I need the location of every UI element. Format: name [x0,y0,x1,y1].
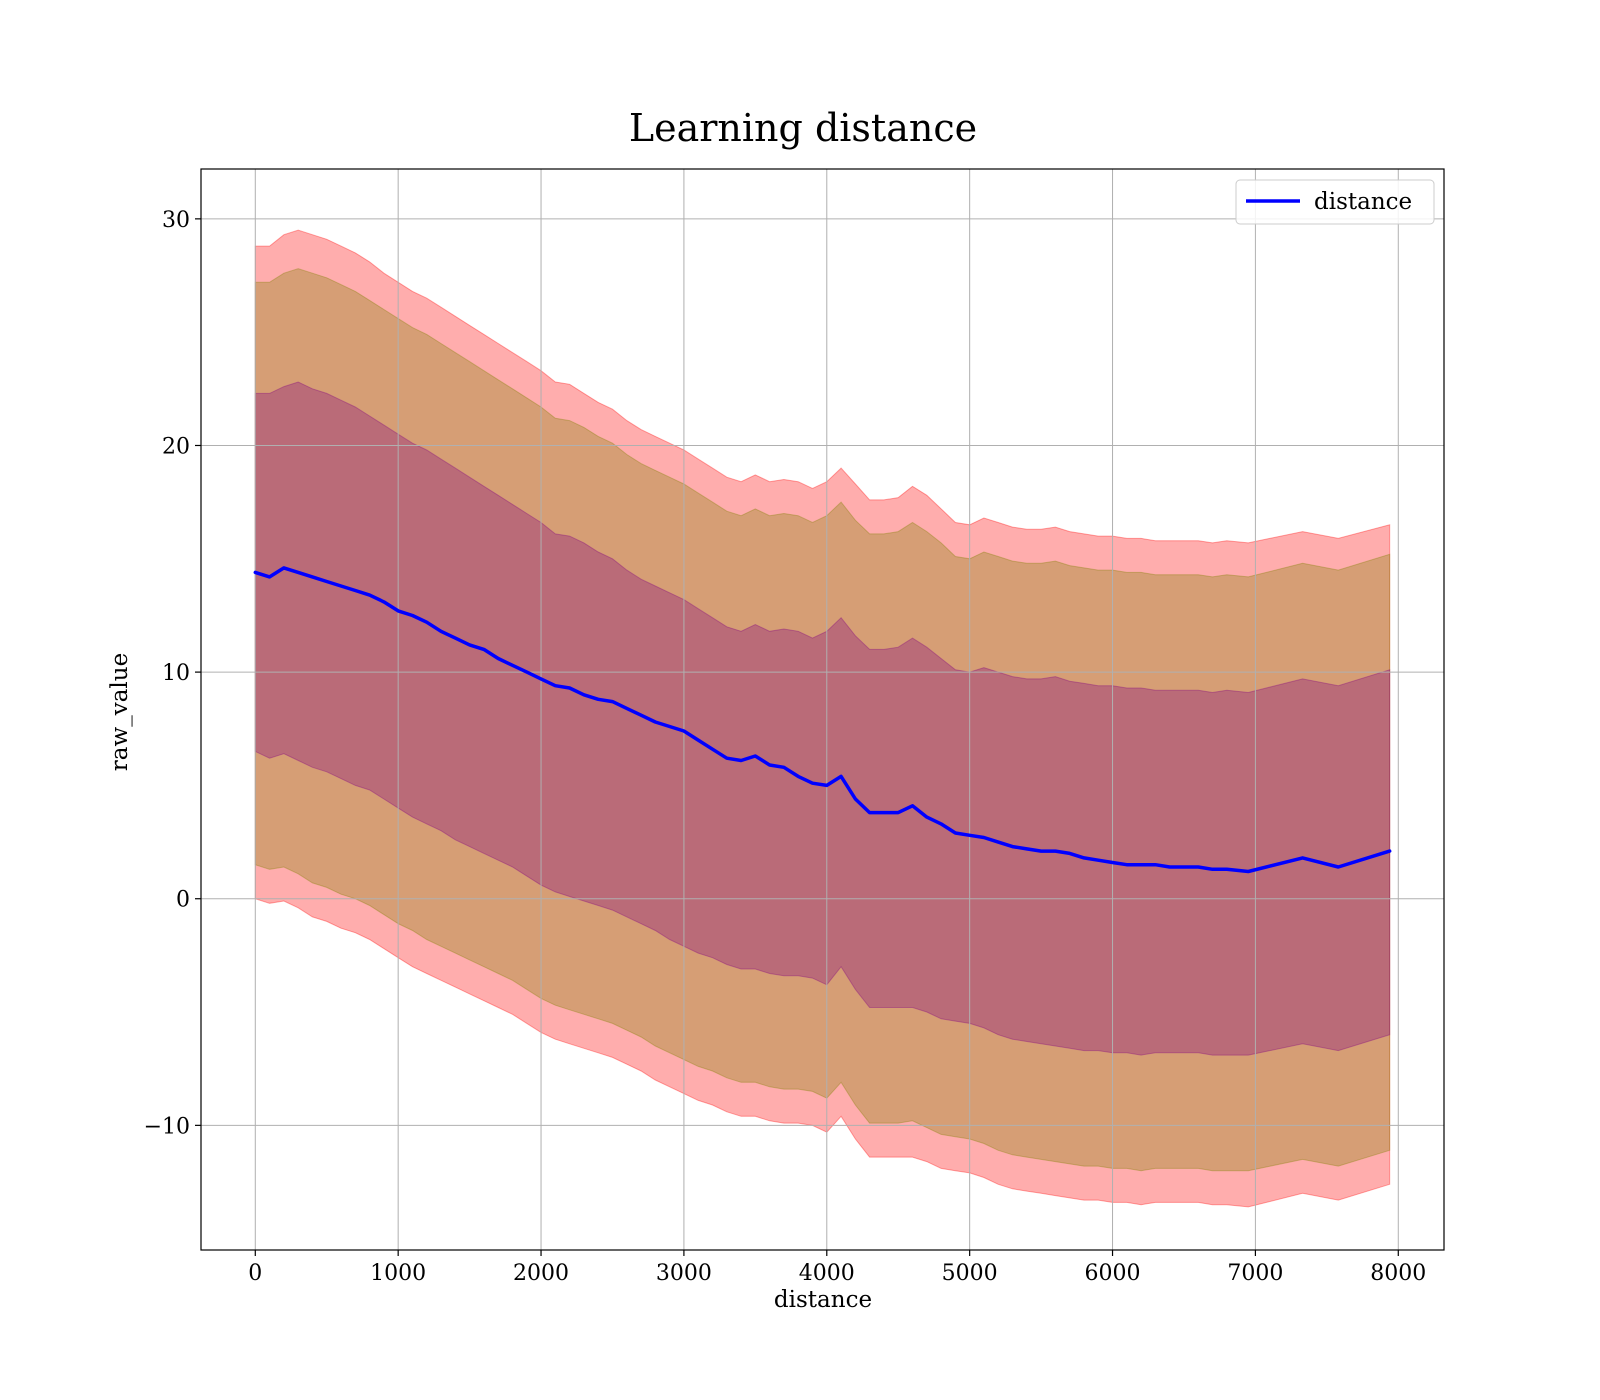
y-tick-label: −10 [144,1114,190,1139]
x-tick-label: 7000 [1227,1261,1283,1286]
y-tick-label: 30 [162,208,190,233]
x-tick-label: 5000 [942,1261,998,1286]
chart-title: Learning distance [629,106,977,150]
confidence-bands [254,229,1391,1208]
band-inner [254,381,1391,1056]
y-tick-label: 20 [162,434,190,459]
y-tick-label: 10 [162,661,190,686]
x-axis-label: distance [774,1287,872,1313]
x-tick-label: 3000 [656,1261,712,1286]
grid-lines [201,169,1444,1250]
y-axis-ticks: −10 0 10 20 30 [144,208,201,1139]
x-tick-label: 6000 [1085,1261,1141,1286]
y-axis-label: raw_value [107,653,133,771]
x-tick-label: 8000 [1370,1261,1426,1286]
x-tick-label: 1000 [370,1261,426,1286]
legend-label-distance: distance [1314,189,1412,215]
x-tick-label: 0 [248,1261,262,1286]
legend: distance [1235,179,1435,225]
x-tick-label: 2000 [513,1261,569,1286]
series-lines [253,566,1392,874]
band-outer [254,229,1391,1208]
legend-frame [1235,179,1435,225]
x-tick-label: 4000 [799,1261,855,1286]
series-line-distance [253,566,1392,874]
x-axis-ticks: 0 1000 2000 3000 4000 5000 6000 7000 8000 [248,1250,1426,1286]
plot-frame [200,168,1445,1251]
y-tick-label: 0 [176,888,190,913]
band-middle [254,268,1391,1172]
